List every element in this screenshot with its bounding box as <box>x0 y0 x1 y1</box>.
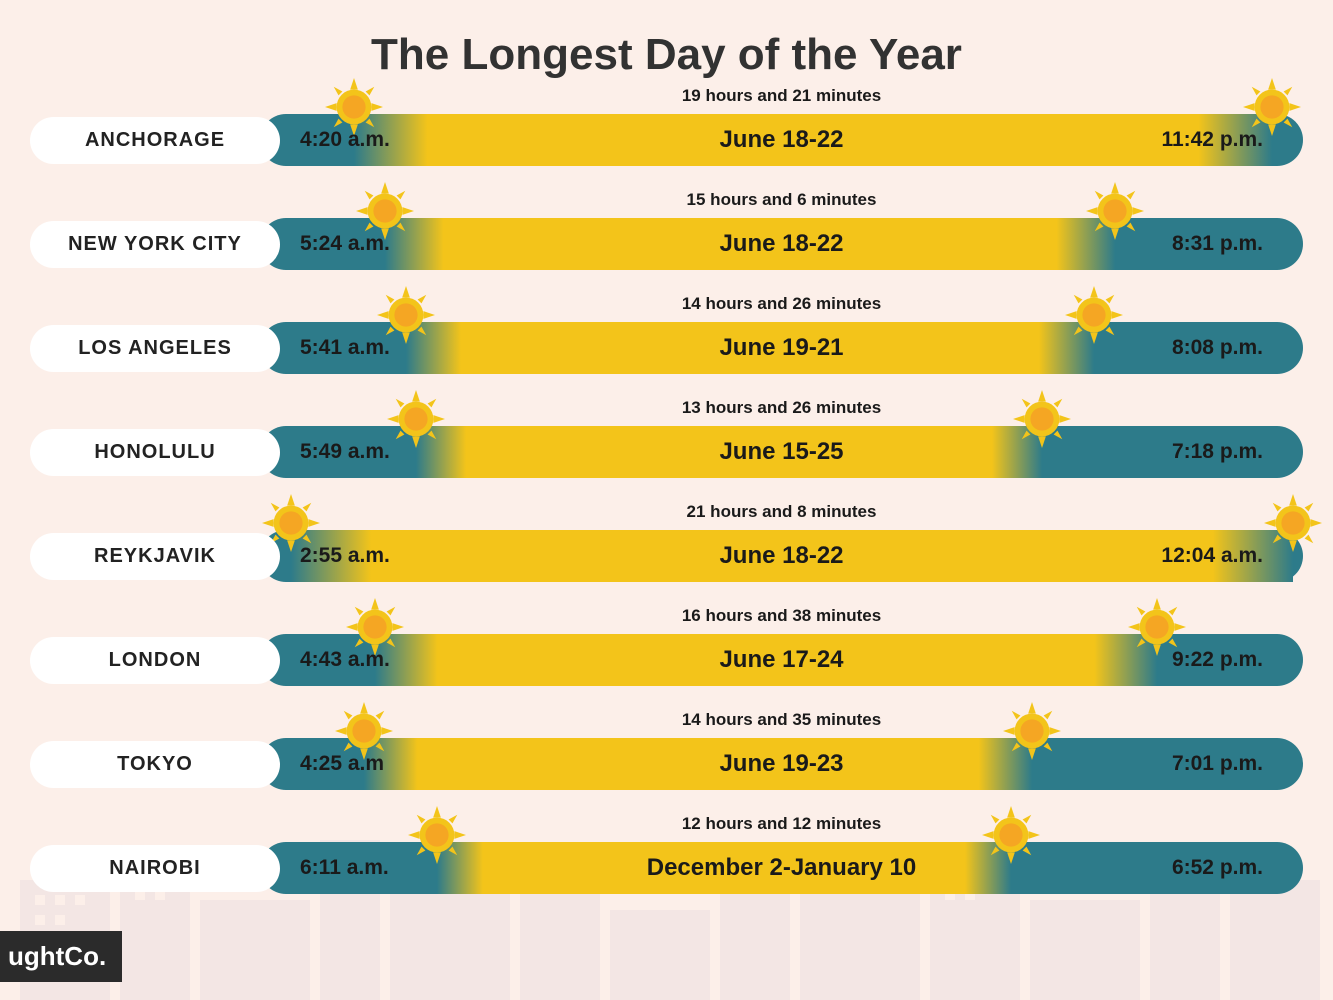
date-range: June 19-23 <box>260 750 1303 778</box>
duration-label: 21 hours and 8 minutes <box>260 502 1303 522</box>
sunset-time: 12:04 a.m. <box>1161 544 1263 568</box>
city-name-label: LONDON <box>30 637 280 684</box>
city-name-label: ANCHORAGE <box>30 117 280 164</box>
brand-logo: ughtCo. <box>0 931 122 982</box>
city-row: TOKYO 14 hours and 35 minutes <box>30 712 1303 816</box>
sunset-time: 6:52 p.m. <box>1172 856 1263 880</box>
city-row: HONOLULU 13 hours and 26 minutes <box>30 400 1303 504</box>
sunset-time: 7:01 p.m. <box>1172 752 1263 776</box>
city-name-label: NAIROBI <box>30 845 280 892</box>
city-row: REYKJAVIK 21 hours and 8 minutes <box>30 504 1303 608</box>
duration-label: 19 hours and 21 minutes <box>260 86 1303 106</box>
city-name-label: NEW YORK CITY <box>30 221 280 268</box>
sunset-time: 9:22 p.m. <box>1172 648 1263 672</box>
sunset-time: 11:42 p.m. <box>1161 128 1263 152</box>
sunset-time: 8:08 p.m. <box>1172 336 1263 360</box>
date-range: December 2-January 10 <box>260 854 1303 882</box>
sunset-time: 8:31 p.m. <box>1172 232 1263 256</box>
day-bar: 16 hours and 38 minutes <box>260 634 1303 686</box>
day-bar: 14 hours and 26 minutes <box>260 322 1303 374</box>
city-name-label: TOKYO <box>30 741 280 788</box>
date-range: June 17-24 <box>260 646 1303 674</box>
day-bar: 21 hours and 8 minutes <box>260 530 1303 582</box>
city-rows-container: ANCHORAGE 19 hours and 21 minutes <box>0 88 1333 920</box>
date-range: June 18-22 <box>260 126 1303 154</box>
duration-label: 14 hours and 35 minutes <box>260 710 1303 730</box>
page-title: The Longest Day of the Year <box>0 0 1333 88</box>
date-range: June 15-25 <box>260 438 1303 466</box>
duration-label: 15 hours and 6 minutes <box>260 190 1303 210</box>
city-row: ANCHORAGE 19 hours and 21 minutes <box>30 88 1303 192</box>
city-name-label: LOS ANGELES <box>30 325 280 372</box>
day-bar: 13 hours and 26 minutes <box>260 426 1303 478</box>
city-row: NAIROBI 12 hours and 12 minutes <box>30 816 1303 920</box>
day-bar: 19 hours and 21 minutes <box>260 114 1303 166</box>
day-bar: 14 hours and 35 minutes <box>260 738 1303 790</box>
city-row: LOS ANGELES 14 hours and 26 minutes <box>30 296 1303 400</box>
sunset-time: 7:18 p.m. <box>1172 440 1263 464</box>
day-bar: 15 hours and 6 minutes <box>260 218 1303 270</box>
date-range: June 18-22 <box>260 230 1303 258</box>
date-range: June 18-22 <box>260 542 1303 570</box>
day-bar: 12 hours and 12 minutes <box>260 842 1303 894</box>
date-range: June 19-21 <box>260 334 1303 362</box>
city-row: NEW YORK CITY 15 hours and 6 minutes <box>30 192 1303 296</box>
city-name-label: HONOLULU <box>30 429 280 476</box>
city-name-label: REYKJAVIK <box>30 533 280 580</box>
city-row: LONDON 16 hours and 38 minutes <box>30 608 1303 712</box>
